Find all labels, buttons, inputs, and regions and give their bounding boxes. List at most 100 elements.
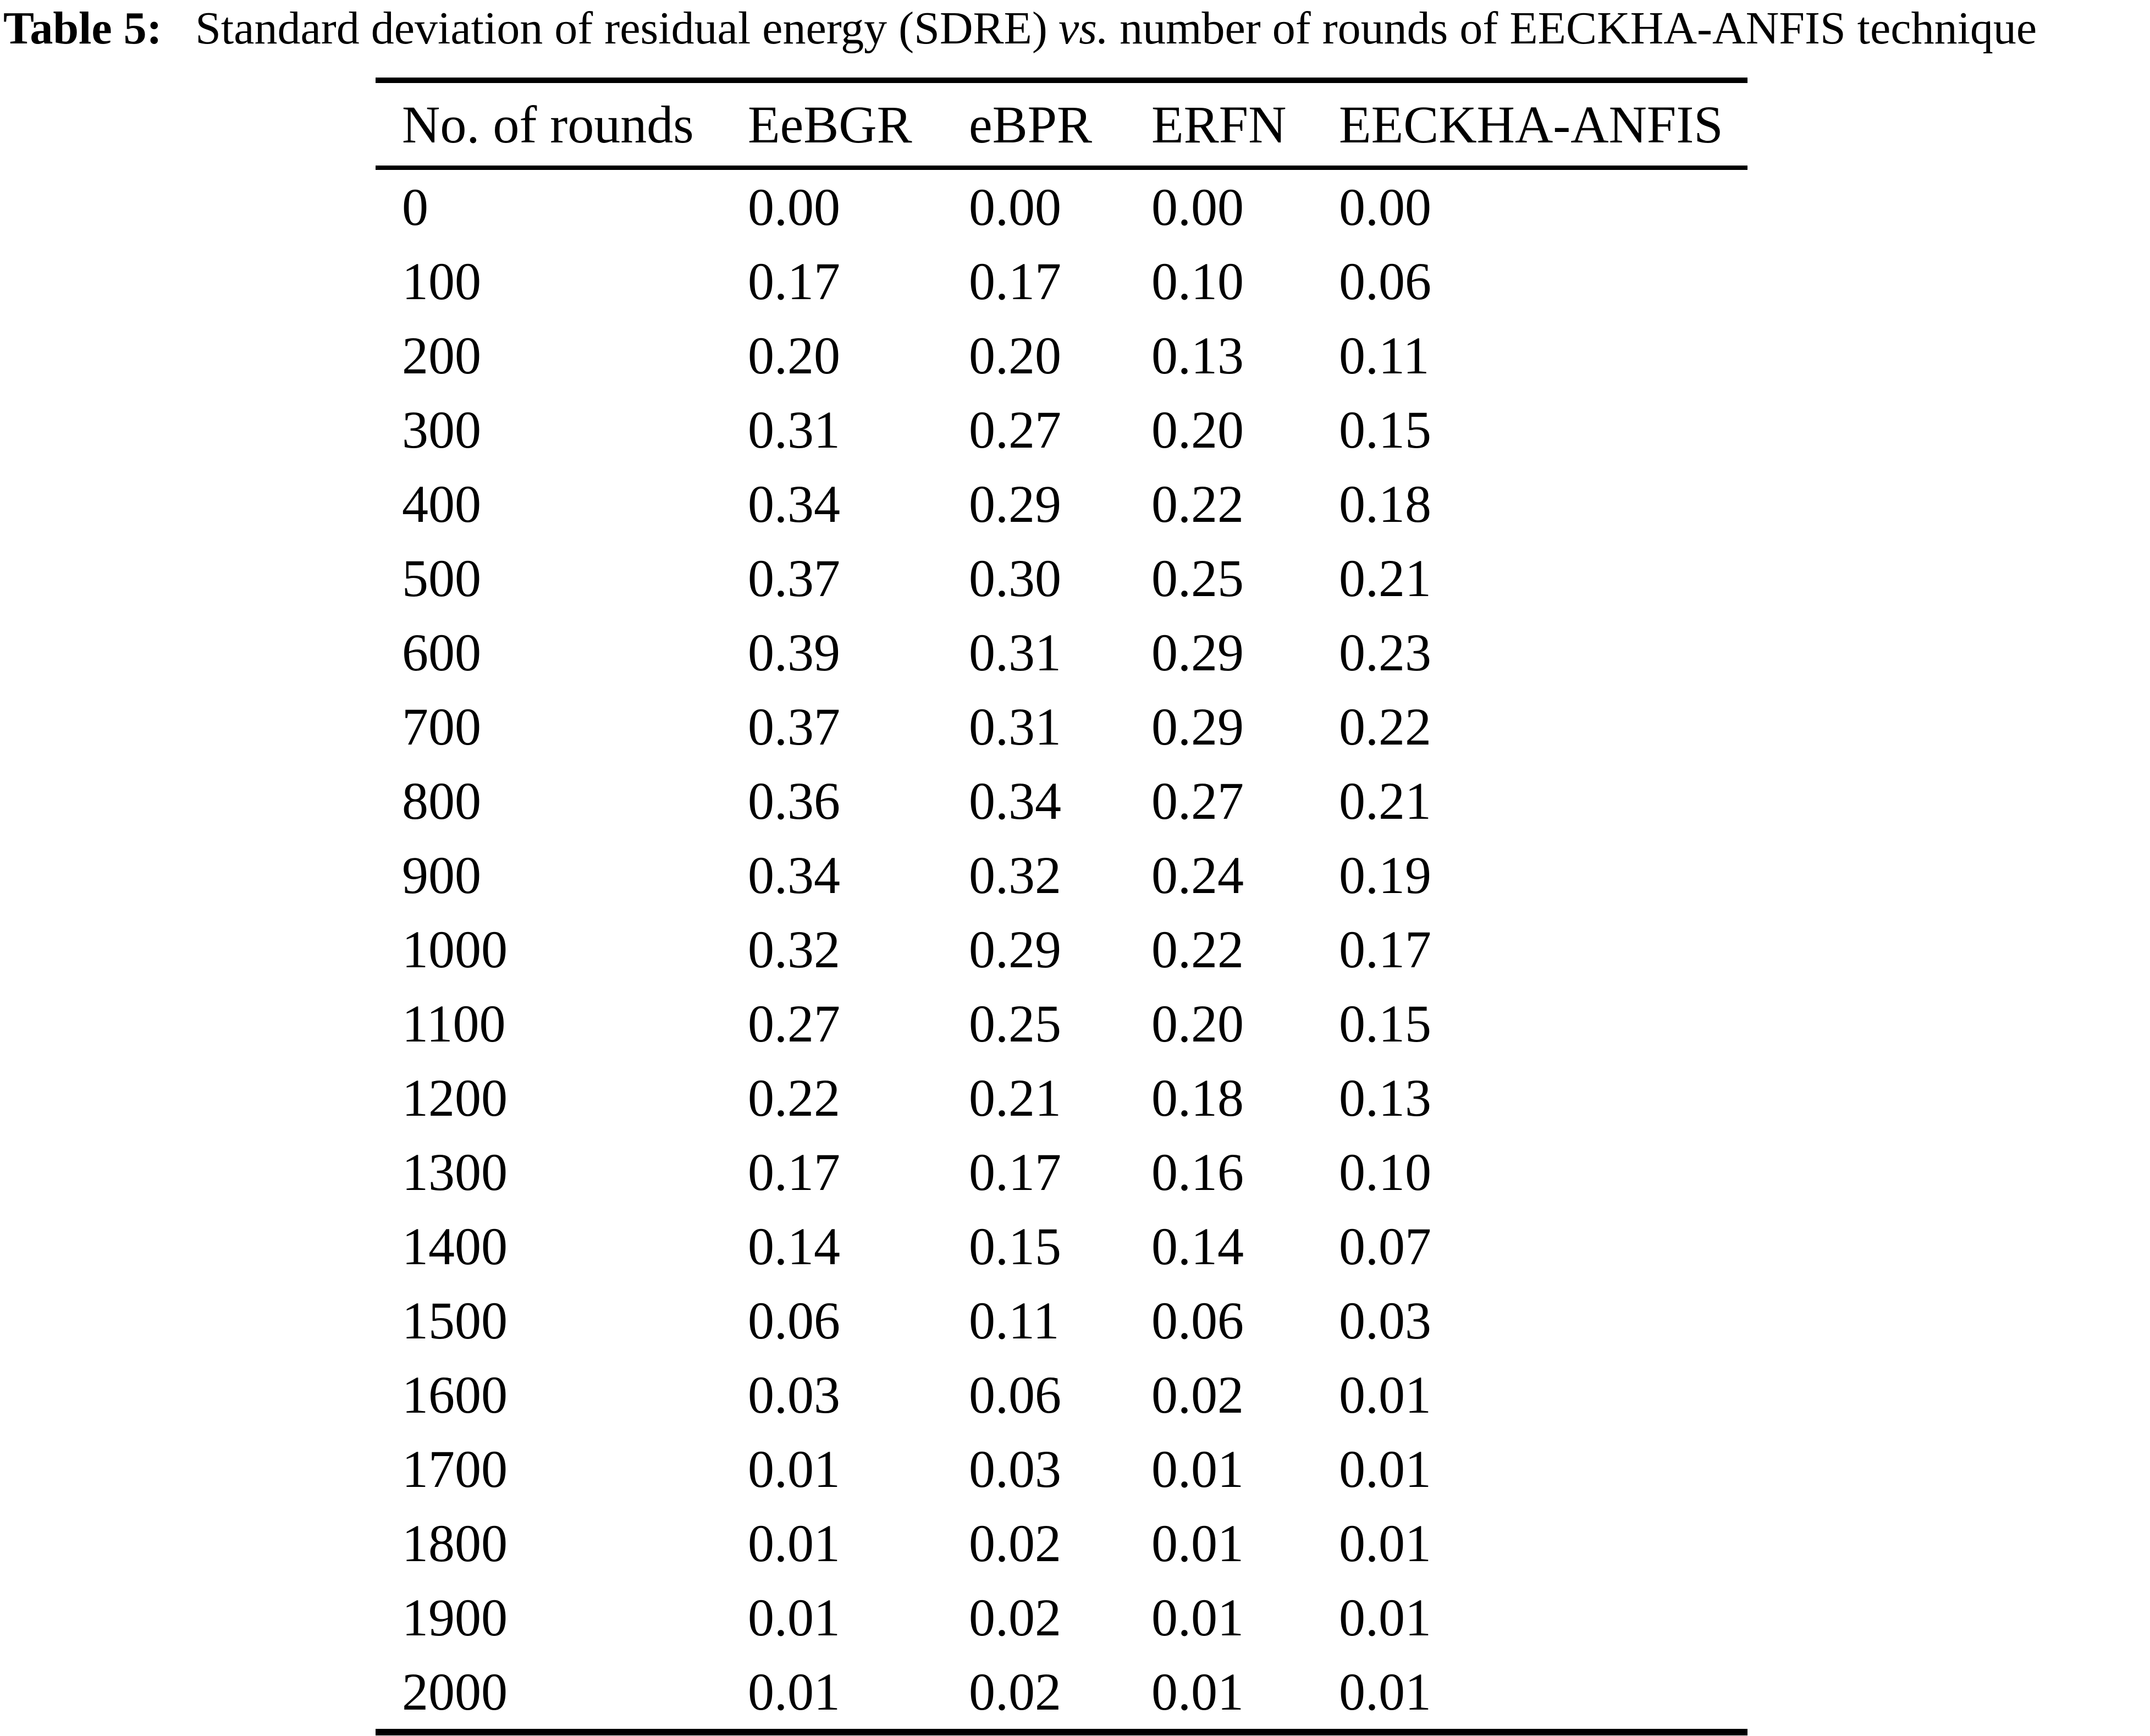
table-cell: 0.14 <box>1151 1217 1244 1276</box>
col-header-eeckha-anfis: EECKHA-ANFIS <box>1339 95 1723 154</box>
table-cell: 0.01 <box>748 1662 840 1721</box>
table-cell: 0.01 <box>1151 1440 1244 1498</box>
table-cell: 0.00 <box>1339 178 1431 236</box>
table-cell: 0.25 <box>969 994 1061 1053</box>
table-cell: 0.13 <box>1339 1068 1431 1127</box>
table-row: 0 0.00 0.00 0.00 0.00 <box>376 168 1747 244</box>
table-cell: 0.17 <box>969 1143 1061 1202</box>
table-cell: 0.18 <box>1339 475 1431 533</box>
table-cell: 0.39 <box>748 623 840 682</box>
table-cell: 0.03 <box>1339 1291 1431 1350</box>
table-cell: 0.00 <box>969 178 1061 236</box>
table-cell: 0.01 <box>1151 1514 1244 1573</box>
table-cell: 0.29 <box>969 475 1061 533</box>
table-cell: 0.06 <box>1339 252 1431 311</box>
table-cell: 0.07 <box>1339 1217 1431 1276</box>
table-row: 1600 0.03 0.06 0.02 0.01 <box>376 1358 1747 1432</box>
table-cell: 0.15 <box>1339 400 1431 459</box>
col-header-erfn: ERFN <box>1151 95 1287 154</box>
table-cell: 0.20 <box>1151 994 1244 1053</box>
table-cell: 2000 <box>402 1662 508 1721</box>
table-cell: 0.31 <box>969 697 1061 756</box>
table-cell: 0.17 <box>748 1143 840 1202</box>
table-cell: 0.01 <box>1339 1662 1431 1721</box>
table-cell: 0.31 <box>748 400 840 459</box>
table-row: 1900 0.01 0.02 0.01 0.01 <box>376 1580 1747 1655</box>
table-row: 100 0.17 0.17 0.10 0.06 <box>376 244 1747 318</box>
table-row: 1000 0.32 0.29 0.22 0.17 <box>376 912 1747 987</box>
table-cell: 0.11 <box>969 1291 1060 1350</box>
caption-text-before-vs: Standard deviation of residual energy (S… <box>195 3 1048 54</box>
table-cell: 1400 <box>402 1217 508 1276</box>
table-row: 700 0.37 0.31 0.29 0.22 <box>376 690 1747 764</box>
table-row: 600 0.39 0.31 0.29 0.23 <box>376 615 1747 690</box>
table-row: 1200 0.22 0.21 0.18 0.13 <box>376 1061 1747 1135</box>
table-cell: 0.21 <box>969 1068 1061 1127</box>
table-cell: 0.02 <box>969 1514 1061 1573</box>
table-cell: 0.30 <box>969 549 1061 608</box>
table-row: 1500 0.06 0.11 0.06 0.03 <box>376 1283 1747 1358</box>
table-cell: 0.34 <box>748 846 840 905</box>
table-cell: 0.01 <box>748 1514 840 1573</box>
table-cell: 0.31 <box>969 623 1061 682</box>
table-row: 1700 0.01 0.03 0.01 0.01 <box>376 1432 1747 1506</box>
table-cell: 1800 <box>402 1514 508 1573</box>
table-cell: 0.29 <box>969 920 1061 979</box>
table-cell: 800 <box>402 771 481 830</box>
table-cell: 0.16 <box>1151 1143 1244 1202</box>
table-cell: 0.24 <box>1151 846 1244 905</box>
table-cell: 100 <box>402 252 481 311</box>
col-header-ebpr: eBPR <box>969 95 1093 154</box>
table-cell: 0.18 <box>1151 1068 1244 1127</box>
table-row: 1800 0.01 0.02 0.01 0.01 <box>376 1506 1747 1580</box>
table-cell: 0.02 <box>969 1588 1061 1647</box>
table-cell: 0.01 <box>1339 1588 1431 1647</box>
caption-vs: vs. <box>1059 3 1109 54</box>
table-cell: 1000 <box>402 920 508 979</box>
table-cell: 1200 <box>402 1068 508 1127</box>
table-row: 1400 0.14 0.15 0.14 0.07 <box>376 1209 1747 1283</box>
table-cell: 400 <box>402 475 481 533</box>
table-cell: 0.03 <box>969 1440 1061 1498</box>
table-cell: 0.34 <box>969 771 1061 830</box>
table-cell: 0.34 <box>748 475 840 533</box>
table-cell: 0.00 <box>1151 178 1244 236</box>
table-cell: 900 <box>402 846 481 905</box>
table-cell: 0.10 <box>1151 252 1244 311</box>
table-cell: 0.27 <box>748 994 840 1053</box>
table-cell: 0.01 <box>748 1440 840 1498</box>
table-cell: 300 <box>402 400 481 459</box>
table-cell: 0.19 <box>1339 846 1431 905</box>
table-caption: Table 5: Standard deviation of residual e… <box>3 1 2148 56</box>
table-cell: 500 <box>402 549 481 608</box>
table-row: 400 0.34 0.29 0.22 0.18 <box>376 467 1747 541</box>
table-cell: 0.06 <box>969 1365 1061 1424</box>
table-body: 0 0.00 0.00 0.00 0.00 100 0.17 0.17 0.10 0.06 200 0… <box>376 168 1747 1732</box>
table-cell: 0.17 <box>969 252 1061 311</box>
table-cell: 0.02 <box>1151 1365 1244 1424</box>
table-cell: 0.22 <box>1151 475 1244 533</box>
table-row: 300 0.31 0.27 0.20 0.15 <box>376 393 1747 467</box>
table-cell: 0.15 <box>969 1217 1061 1276</box>
sdre-table: No. of rounds EeBGR eBPR ERFN EECKHA-ANF… <box>376 78 1747 1735</box>
table-cell: 0.20 <box>748 326 840 385</box>
table-row: 200 0.20 0.20 0.13 0.11 <box>376 318 1747 393</box>
table-row: 800 0.36 0.34 0.27 0.21 <box>376 764 1747 838</box>
table-cell: 0.11 <box>1339 326 1430 385</box>
table-cell: 0.23 <box>1339 623 1431 682</box>
col-header-eebgr: EeBGR <box>748 95 912 154</box>
table-row: 500 0.37 0.30 0.25 0.21 <box>376 541 1747 615</box>
table-cell: 0.37 <box>748 697 840 756</box>
caption-text-after-vs: number of rounds of EECKHA-ANFIS techniq… <box>1120 3 2037 54</box>
table-cell: 1700 <box>402 1440 508 1498</box>
table-row: 2000 0.01 0.02 0.01 0.01 <box>376 1655 1747 1732</box>
table-cell: 0.15 <box>1339 994 1431 1053</box>
table-cell: 0.29 <box>1151 697 1244 756</box>
table-cell: 1500 <box>402 1291 508 1350</box>
table-cell: 0.01 <box>748 1588 840 1647</box>
table-cell: 700 <box>402 697 481 756</box>
table-cell: 0.36 <box>748 771 840 830</box>
table-cell: 0.20 <box>1151 400 1244 459</box>
table-cell: 0.22 <box>748 1068 840 1127</box>
